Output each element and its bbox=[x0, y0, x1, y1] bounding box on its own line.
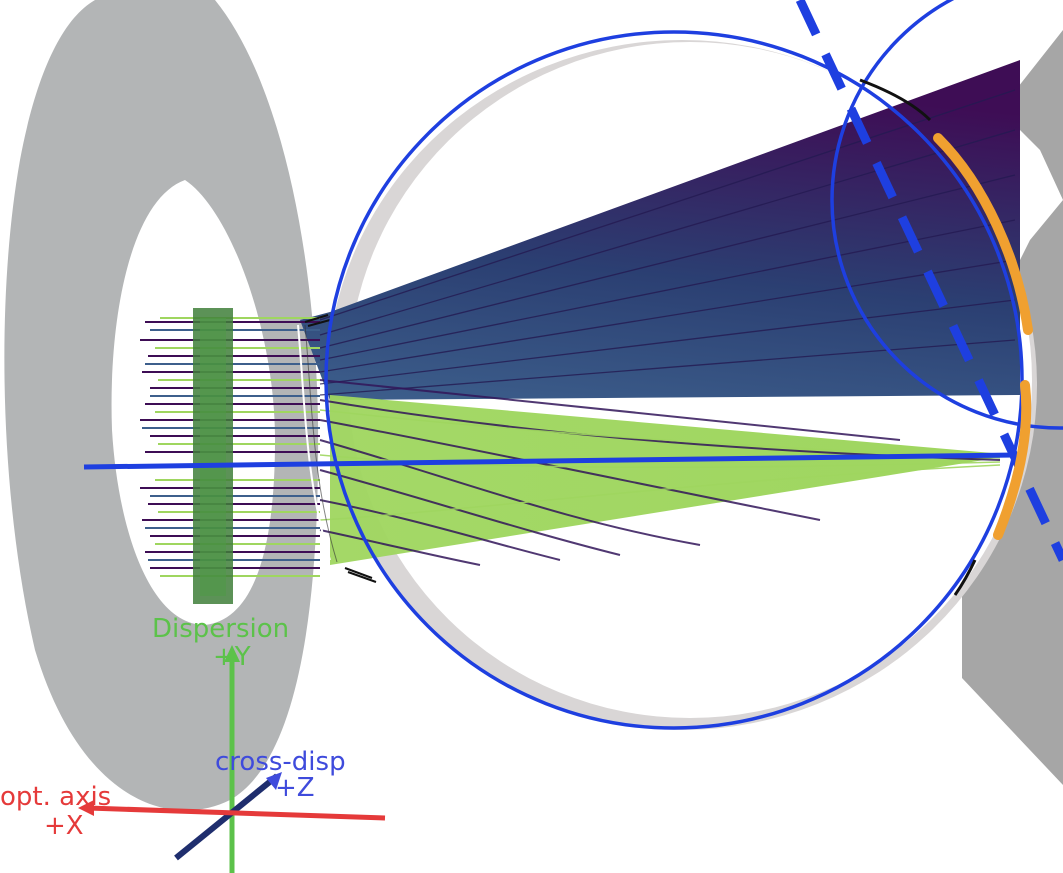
coordinate-axes-icon bbox=[78, 645, 386, 873]
opt-axis-dir-label: +X bbox=[44, 811, 84, 841]
x-axis-arrow bbox=[87, 805, 386, 821]
grating-edge-arc-lower bbox=[953, 559, 977, 596]
optical-axis-line bbox=[83, 452, 1016, 470]
cross-disp-dir-label: +Z bbox=[275, 773, 315, 803]
grating-edge-arc bbox=[859, 78, 932, 122]
green-aperture-block bbox=[193, 308, 233, 604]
small-blue-circle bbox=[830, 0, 1063, 430]
gray-ring-aperture bbox=[4, 0, 319, 811]
dispersion-dir-label: +Y bbox=[213, 642, 251, 672]
large-blue-circle bbox=[324, 30, 1024, 730]
rowland-circles bbox=[324, 0, 1063, 730]
z-axis-arrow bbox=[174, 773, 279, 861]
opt-axis-label: opt. axis bbox=[0, 782, 111, 812]
dispersion-label: Dispersion bbox=[152, 614, 289, 644]
orange-detector-arcs bbox=[933, 133, 1033, 540]
cross-disp-label: cross-disp bbox=[215, 747, 346, 777]
